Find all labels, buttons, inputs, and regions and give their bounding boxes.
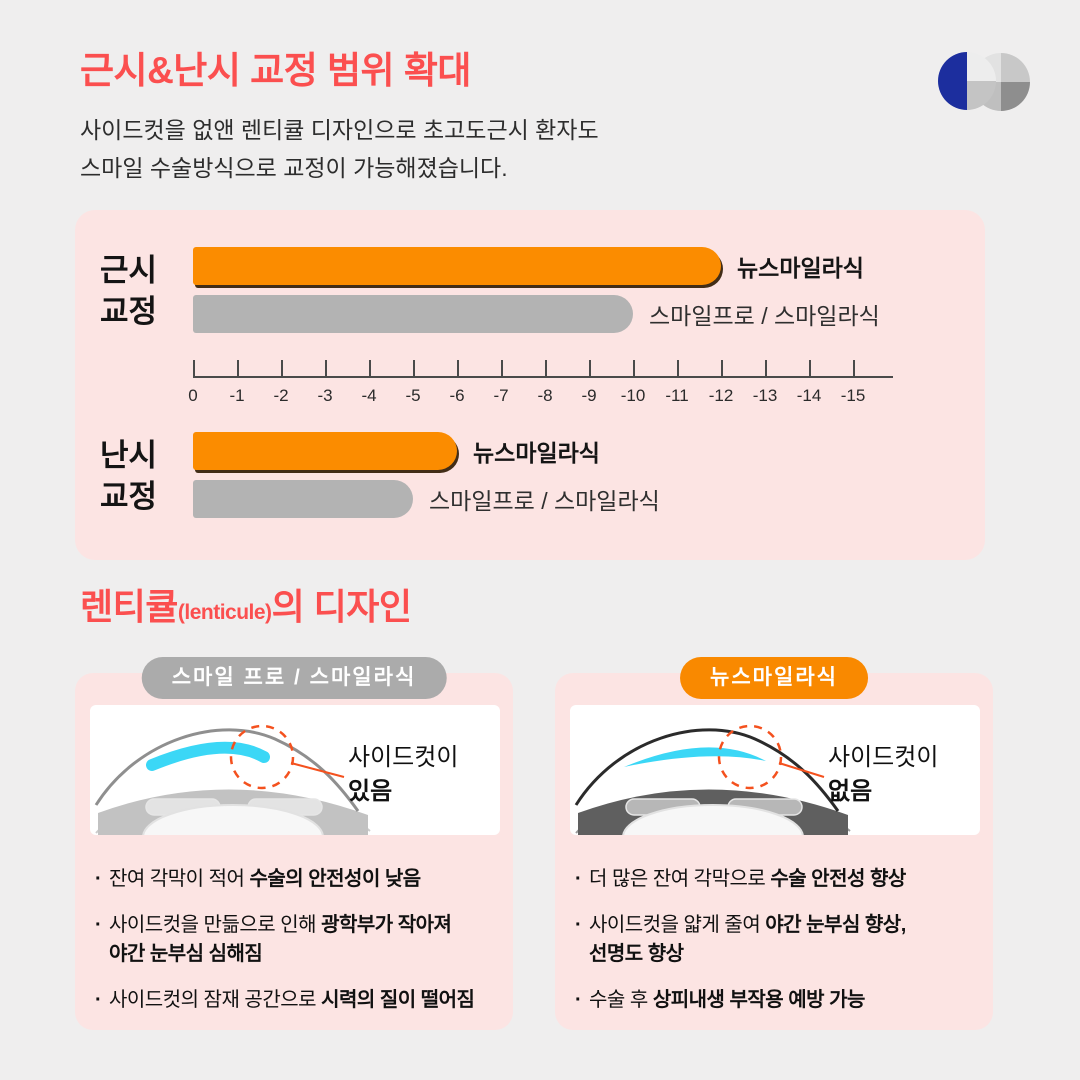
bullet-item: 더 많은 잔여 각막으로 수술 안전성 향상 — [575, 865, 983, 894]
range-bar — [193, 480, 413, 518]
axis-tick — [545, 360, 547, 378]
axis-tick-label: -10 — [620, 386, 646, 405]
diopter-axis: 0 -1 -2 -3 -4 -5 -6 -7 -8 -9 -10 -11 -12 -13 -14 -15 — [188, 358, 953, 418]
axis-tick — [677, 360, 679, 378]
bar-label: 뉴스마일라식 — [737, 255, 864, 281]
card-pill-gray: 스마일 프로 / 스마일라식 — [141, 657, 447, 699]
card-new-smile-lasik: 뉴스마일라식 사이드컷이 없음 — [555, 657, 993, 1032]
axis-tick — [281, 360, 283, 378]
category-label-astigmatism: 난시 교정 — [100, 438, 158, 514]
axis-tick — [721, 360, 723, 378]
callout-pointer-line — [290, 762, 345, 778]
bar-row: 스마일프로 / 스마일라식 — [193, 295, 880, 333]
cornea-arc — [94, 728, 360, 812]
axis-tick — [765, 360, 767, 378]
axis-tick — [501, 360, 503, 378]
bar-row: 뉴스마일라식 — [193, 247, 864, 285]
sidecut-highlight-circle — [717, 724, 783, 790]
axis-tick — [457, 360, 459, 378]
sidecut-callout: 사이드컷이 없음 — [828, 744, 939, 805]
lens-shape — [622, 804, 804, 835]
axis-tick-label: -2 — [273, 386, 289, 405]
bar-row: 뉴스마일라식 — [193, 432, 600, 470]
bar-label: 스마일프로 / 스마일라식 — [649, 303, 880, 329]
axis-tick-label: -12 — [708, 386, 734, 405]
axis-tick-label: -14 — [796, 386, 822, 405]
range-bar — [193, 295, 633, 333]
bullet-item: 사이드컷을 얇게 줄여 야간 눈부심 향상,선명도 향상 — [575, 911, 983, 969]
axis-line — [193, 376, 893, 378]
cornea-arc — [574, 728, 840, 812]
axis-tick-label: -4 — [361, 386, 377, 405]
axis-tick-label: -7 — [493, 386, 509, 405]
eye-diagram-no-sidecut: 사이드컷이 없음 — [570, 705, 980, 835]
axis-tick — [633, 360, 635, 378]
axis-tick — [413, 360, 415, 378]
axis-tick — [809, 360, 811, 378]
subtitle-line-1: 사이드컷을 없앤 렌티큘 디자인으로 초고도근시 환자도 — [80, 117, 599, 143]
axis-tick-label: -1 — [229, 386, 245, 405]
axis-tick-label: -6 — [449, 386, 465, 405]
section-title-paren: (lenticule) — [177, 601, 272, 624]
axis-tick — [369, 360, 371, 378]
brand-logo-icon — [938, 52, 1030, 111]
lenticule-shape-alt — [624, 747, 766, 767]
eye-cross-section-illustration — [94, 724, 371, 835]
sidecut-highlight-circle — [229, 724, 295, 790]
axis-tick — [237, 360, 239, 378]
axis-tick-label: -3 — [317, 386, 333, 405]
bullet-item: 사이드컷의 잠재 공간으로 시력의 질이 떨어짐 — [95, 986, 503, 1015]
axis-tick-label: -11 — [665, 386, 689, 405]
axis-tick-label: -8 — [537, 386, 553, 405]
benefit-bullet-list: 더 많은 잔여 각막으로 수술 안전성 향상사이드컷을 얇게 줄여 야간 눈부심… — [575, 865, 983, 1032]
axis-tick — [853, 360, 855, 378]
eye-diagram-with-sidecut: 사이드컷이 있음 — [90, 705, 500, 835]
callout-pointer-line — [778, 762, 825, 778]
lens-shape — [142, 804, 324, 835]
correction-range-chart: 근시 교정 뉴스마일라식 스마일프로 / 스마일라식 0 -1 -2 -3 -4 -5 -6 -7… — [75, 210, 985, 560]
axis-tick-label: -13 — [752, 386, 778, 405]
section-title-main: 렌티큘 — [80, 586, 178, 627]
bar-label: 뉴스마일라식 — [473, 440, 600, 466]
axis-tick-label: -9 — [581, 386, 597, 405]
eye-cross-section-illustration — [574, 724, 851, 835]
lenticule-shape — [146, 741, 270, 771]
category-label-myopia: 근시 교정 — [100, 253, 158, 329]
page-title: 근시&난시 교정 범위 확대 — [80, 50, 471, 91]
axis-tick — [325, 360, 327, 378]
page-subtitle: 사이드컷을 없앤 렌티큘 디자인으로 초고도근시 환자도 스마일 수술방식으로 … — [80, 112, 599, 188]
range-bar — [193, 247, 721, 285]
logo-circle-blue — [938, 52, 996, 110]
axis-tick-label: 0 — [188, 386, 198, 405]
axis-tick — [193, 360, 195, 378]
card-pill-orange: 뉴스마일라식 — [680, 657, 868, 699]
section-title-lenticule-design: 렌티큘(lenticule)의 디자인 — [80, 578, 412, 630]
bar-row: 스마일프로 / 스마일라식 — [193, 480, 660, 518]
axis-tick — [589, 360, 591, 378]
bullet-item: 잔여 각막이 적어 수술의 안전성이 낮음 — [95, 865, 503, 894]
bullet-item: 수술 후 상피내생 부작용 예방 가능 — [575, 986, 983, 1015]
sidecut-callout: 사이드컷이 있음 — [348, 744, 459, 805]
subtitle-line-2: 스마일 수술방식으로 교정이 가능해졌습니다. — [80, 154, 508, 181]
bar-label: 스마일프로 / 스마일라식 — [429, 488, 660, 514]
card-smile-pro-lasik: 스마일 프로 / 스마일라식 사이드컷이 — [75, 657, 513, 1032]
drawback-bullet-list: 잔여 각막이 적어 수술의 안전성이 낮음사이드컷을 만듦으로 인해 광학부가 … — [95, 865, 503, 1032]
axis-tick-label: -5 — [405, 386, 421, 405]
section-title-tail: 의 디자인 — [271, 586, 412, 627]
axis-tick-label: -15 — [840, 386, 866, 405]
range-bar — [193, 432, 457, 470]
